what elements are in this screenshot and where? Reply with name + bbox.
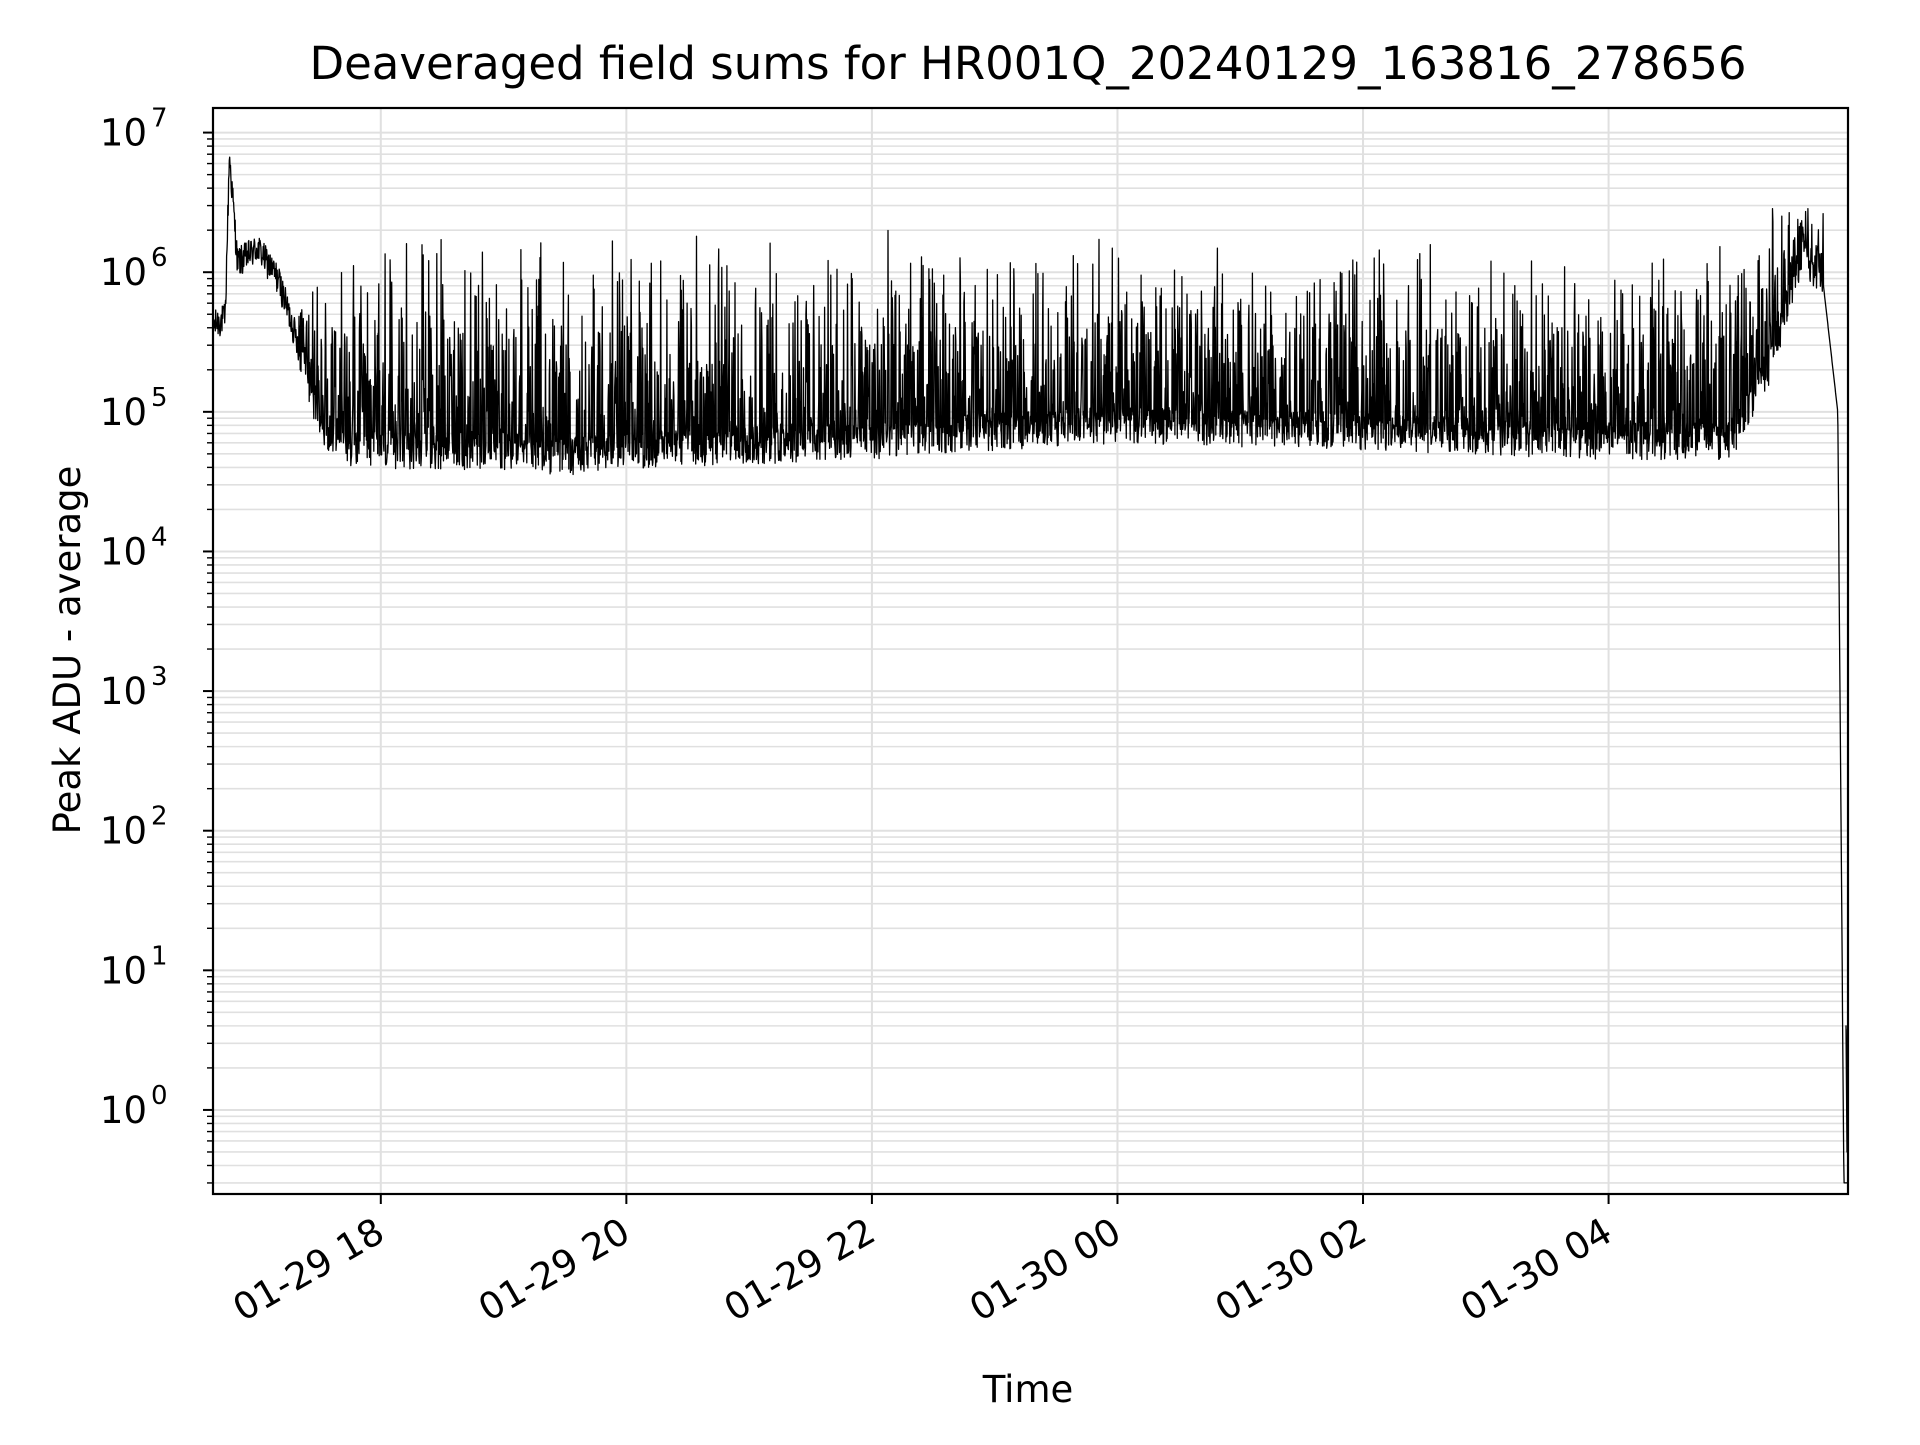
y-tick-label: 10 [100, 391, 147, 434]
plot-frame [211, 106, 1850, 1196]
y-tick-exponent: 0 [151, 1081, 168, 1111]
series-line [212, 156, 1849, 1195]
y-tick-exponent: 7 [151, 104, 168, 134]
y-tick-exponent: 3 [151, 662, 168, 692]
y-tick-exponent: 1 [151, 941, 168, 971]
y-tick-label: 10 [100, 112, 147, 155]
grid-layer [213, 108, 1848, 1194]
y-tick-label: 10 [100, 1089, 147, 1132]
x-axis-label: Time [982, 1368, 1074, 1411]
y-tick-label: 10 [100, 530, 147, 573]
y-tick-exponent: 6 [151, 243, 168, 273]
y-tick-label: 10 [100, 810, 147, 853]
chart-title: Deaveraged field sums for HR001Q_2024012… [309, 37, 1746, 90]
y-tick-label: 10 [100, 251, 147, 294]
y-tick-label: 10 [100, 670, 147, 713]
y-tick-exponent: 2 [151, 802, 168, 832]
y-axis-label: Peak ADU - average [46, 466, 89, 835]
y-tick-exponent: 4 [151, 522, 168, 552]
data-layer [212, 156, 1849, 1195]
y-tick-exponent: 5 [151, 383, 168, 413]
y-tick-label: 10 [100, 949, 147, 992]
